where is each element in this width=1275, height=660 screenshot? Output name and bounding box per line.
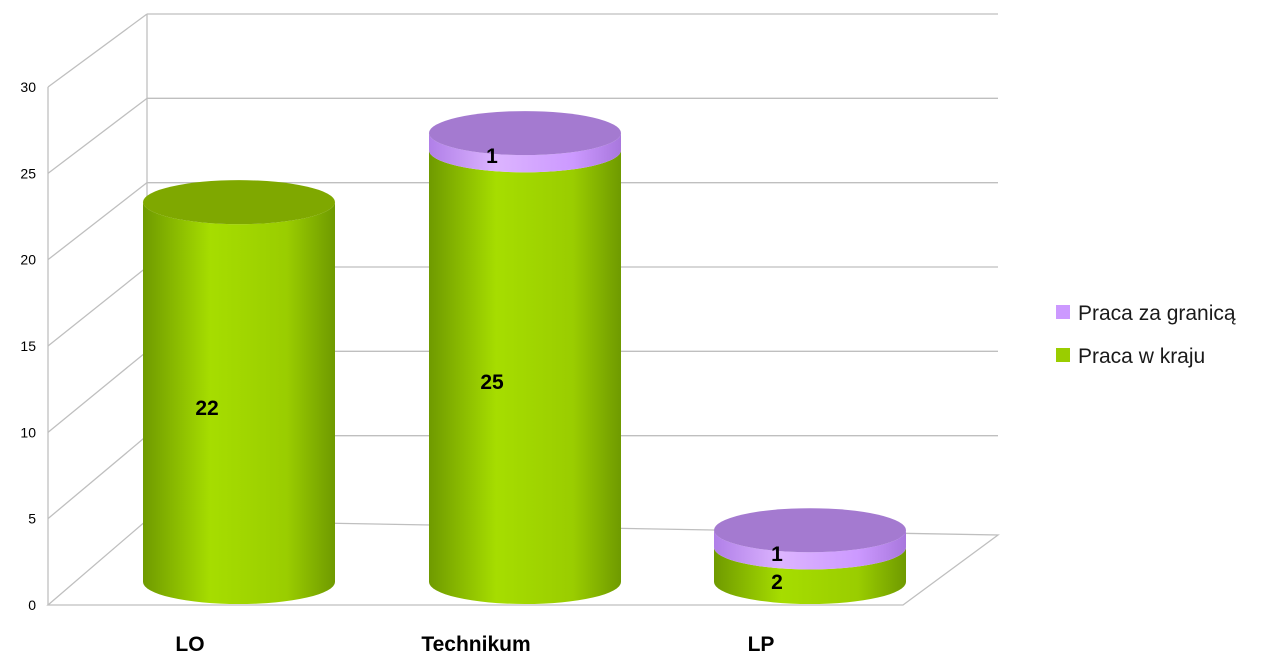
bar-segment-praca-za-granicą-1 xyxy=(429,133,621,173)
bar-top-2 xyxy=(714,508,906,553)
legend-label-1: Praca w kraju xyxy=(1078,345,1205,368)
data-label-0-0: 22 xyxy=(195,397,218,420)
y-tick-label-2: 10 xyxy=(20,424,36,440)
bar-stack-0 xyxy=(143,180,335,604)
y-tick-label-0: 0 xyxy=(28,597,36,613)
legend: Praca za granicą Praca w kraju xyxy=(1056,302,1236,368)
side-gridline-6 xyxy=(47,13,148,88)
bar-segment-praca-w-kraju-1 xyxy=(429,150,621,605)
side-gridline-2 xyxy=(47,350,148,433)
y-tick-label-6: 30 xyxy=(20,79,36,95)
data-label-1-2: 1 xyxy=(771,543,783,566)
y-tick-label-5: 25 xyxy=(20,165,36,181)
bar-segment-praca-w-kraju-0 xyxy=(143,202,335,604)
side-gridline-3 xyxy=(47,266,148,347)
category-label-2: LP xyxy=(748,633,775,656)
side-gridline-4 xyxy=(47,182,148,261)
legend-item-1: Praca w kraju xyxy=(1056,345,1205,368)
legend-swatch-0 xyxy=(1056,305,1070,319)
legend-swatch-1 xyxy=(1056,348,1070,362)
legend-label-0: Praca za granicą xyxy=(1078,302,1236,325)
x-axis: LO Technikum LP xyxy=(175,633,774,656)
y-tick-label-4: 20 xyxy=(20,252,36,268)
data-label-0-2: 2 xyxy=(771,571,783,594)
side-gridline-1 xyxy=(47,435,148,520)
category-label-1: Technikum xyxy=(421,633,530,656)
side-gridline-5 xyxy=(47,97,148,174)
bar-segment-praca-za-granicą-2 xyxy=(714,530,906,570)
y-tick-label-3: 15 xyxy=(20,338,36,354)
bars: 22 25 1 2 1 xyxy=(143,111,906,605)
data-label-0-1: 25 xyxy=(480,371,504,394)
y-axis: 0 5 10 15 20 25 30 xyxy=(20,79,36,613)
bar-top-1 xyxy=(429,111,621,156)
bar-stack-2 xyxy=(714,508,906,604)
legend-item-0: Praca za granicą xyxy=(1056,302,1236,325)
data-label-1-1: 1 xyxy=(486,145,498,168)
chart-floor xyxy=(46,519,1000,606)
bar-segment-praca-w-kraju-2 xyxy=(714,547,906,604)
bar-stack-1 xyxy=(429,111,621,605)
y-tick-label-1: 5 xyxy=(28,511,36,527)
category-label-0: LO xyxy=(175,633,204,656)
bar-top-0 xyxy=(143,180,335,225)
